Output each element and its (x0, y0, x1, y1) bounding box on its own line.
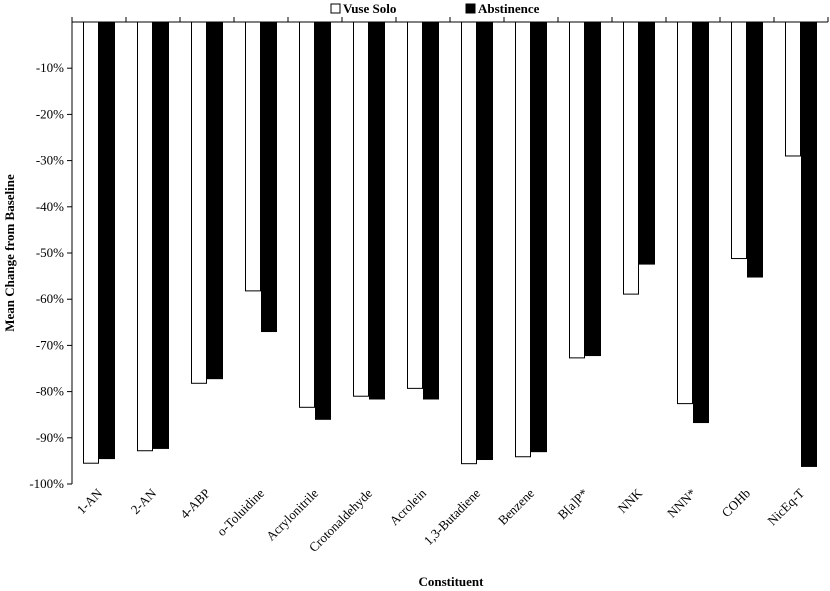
bar-vuse-solo (677, 21, 693, 405)
y-tick-label: -100% (29, 476, 64, 491)
bar-abstinence (369, 21, 385, 400)
bar-abstinence (639, 21, 655, 265)
x-category-label: Acrylonitrile (263, 485, 321, 543)
legend-swatch-vuse-solo (330, 3, 341, 14)
x-axis-title: Constituent (418, 574, 484, 589)
y-tick-labels: -10% -20% -30% -40% -50% -60% -70% -80% -90% -100… (29, 60, 64, 491)
bar-abstinence (99, 21, 115, 460)
x-category-labels: 1-AN 2-AN 4-ABP o-ToluidineAcrylonitrileCro… (74, 485, 808, 555)
bar-abstinence (585, 21, 601, 357)
x-category-label: NNK (615, 485, 646, 516)
bar-abstinence (477, 21, 493, 461)
bar-abstinence (423, 21, 439, 400)
legend: Vuse Solo Abstinence (330, 1, 540, 16)
y-tick-label: -50% (36, 245, 64, 260)
bar-abstinence (153, 21, 169, 449)
bar-vuse-solo (353, 21, 369, 397)
x-category-label: NicEq-T (764, 485, 807, 528)
bar-vuse-solo (731, 21, 747, 260)
y-tick-label: -20% (36, 106, 64, 121)
x-category-label: NNN* (664, 486, 699, 521)
bar-abstinence (801, 21, 817, 467)
bar-vuse-solo (569, 21, 585, 359)
x-category-label: 1,3-Butadiene (421, 485, 484, 548)
bar-vuse-solo (785, 21, 801, 157)
bar-vuse-solo (515, 21, 531, 458)
y-tick-label: -10% (36, 60, 64, 75)
y-tick-label: -90% (36, 430, 64, 445)
bar-abstinence (315, 21, 331, 420)
axes (67, 17, 829, 485)
bar-vuse-solo (299, 21, 315, 408)
bar-vuse-solo (623, 21, 639, 295)
y-tick-label: -60% (36, 291, 64, 306)
bar-abstinence (693, 21, 709, 424)
y-tick-label: -30% (36, 153, 64, 168)
x-category-label: 1-AN (74, 485, 106, 517)
bar-abstinence (207, 21, 223, 380)
legend-label-abstinence: Abstinence (478, 1, 540, 16)
bar-vuse-solo (407, 21, 423, 389)
y-tick-label: -70% (36, 337, 64, 352)
bar-vuse-solo (245, 21, 261, 292)
bar-vuse-solo (137, 21, 153, 452)
bar-vuse-solo (83, 21, 99, 464)
y-tick-label: -40% (36, 199, 64, 214)
bar-vuse-solo (191, 21, 207, 384)
x-category-label: COHb (719, 486, 754, 521)
x-category-label: B[a]P* (554, 486, 591, 523)
bar-abstinence (747, 21, 763, 278)
y-tick-label: -80% (36, 384, 64, 399)
x-category-label: 2-AN (128, 485, 160, 517)
x-category-label: o-Toluidine (214, 485, 268, 539)
y-axis-title: Mean Change from Baseline (2, 174, 17, 332)
bar-vuse-solo (461, 21, 477, 465)
bar-abstinence (261, 21, 277, 333)
bar-abstinence (531, 21, 547, 453)
legend-label-vuse-solo: Vuse Solo (343, 1, 396, 16)
x-category-label: 4-ABP (177, 486, 213, 522)
x-category-label: Benzene (495, 485, 537, 527)
x-category-label: Acrolein (386, 485, 429, 528)
legend-swatch-abstinence (465, 3, 476, 14)
bars (83, 21, 817, 467)
